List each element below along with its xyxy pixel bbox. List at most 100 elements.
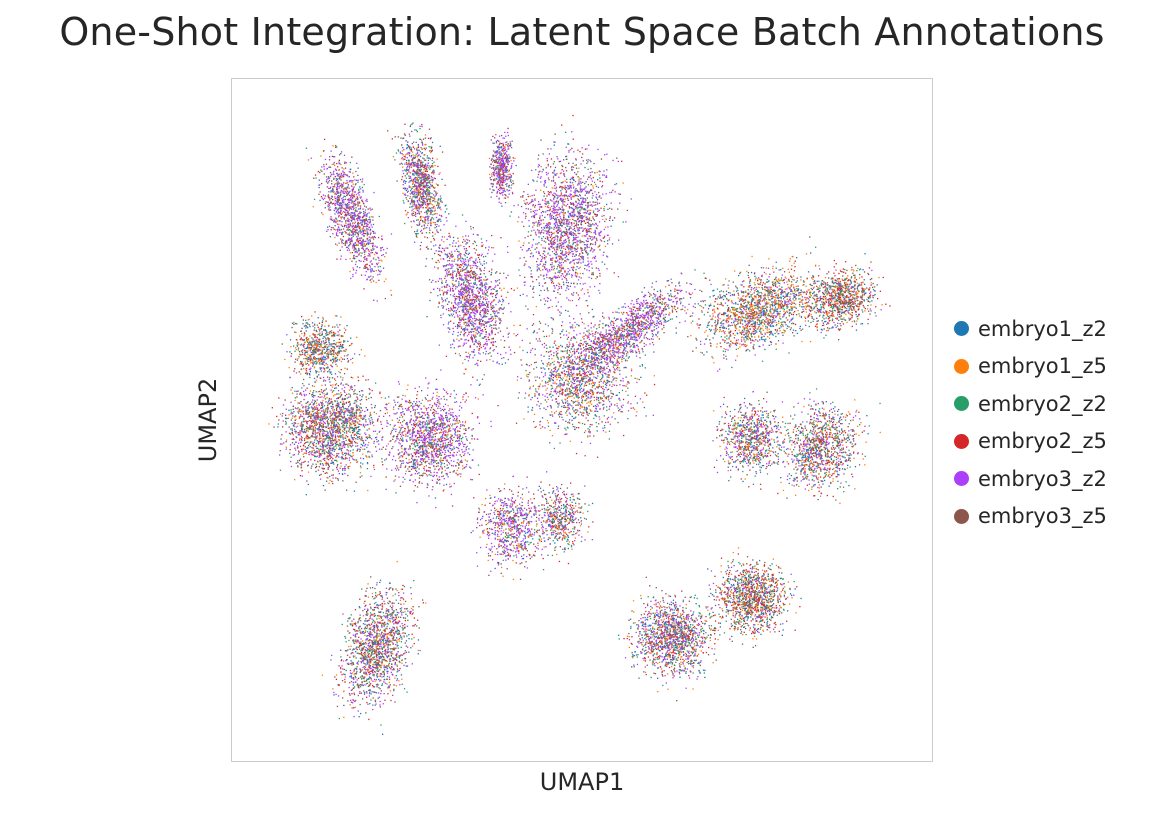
data-point xyxy=(553,342,555,344)
data-point xyxy=(346,179,348,182)
data-point xyxy=(561,250,564,252)
data-point xyxy=(608,350,610,352)
data-point xyxy=(558,219,560,221)
data-point xyxy=(552,382,554,384)
data-point xyxy=(408,146,410,148)
data-point xyxy=(576,373,578,375)
data-point xyxy=(634,377,636,379)
data-point xyxy=(411,209,413,212)
data-point xyxy=(587,230,589,232)
data-point xyxy=(574,417,576,419)
data-point xyxy=(568,229,570,231)
data-point xyxy=(429,203,431,205)
data-point xyxy=(416,152,419,155)
data-point xyxy=(318,184,320,186)
data-point xyxy=(338,175,340,177)
data-point xyxy=(347,220,349,222)
data-point xyxy=(566,387,568,389)
data-point xyxy=(368,242,370,244)
data-point xyxy=(333,161,335,164)
data-point xyxy=(376,264,378,266)
data-point xyxy=(418,199,420,201)
data-point xyxy=(334,200,336,202)
data-point xyxy=(573,366,575,368)
data-point xyxy=(407,141,409,143)
data-point xyxy=(429,200,431,202)
data-point xyxy=(369,239,371,241)
data-point xyxy=(373,236,376,238)
data-point xyxy=(508,184,511,187)
data-point xyxy=(607,398,610,400)
data-point xyxy=(364,209,367,211)
data-point xyxy=(601,397,603,399)
data-point xyxy=(416,219,418,221)
data-point xyxy=(587,190,589,193)
data-point xyxy=(336,187,338,189)
data-point xyxy=(354,222,356,225)
data-point xyxy=(336,186,339,188)
data-point xyxy=(595,331,597,333)
data-point xyxy=(624,366,626,368)
data-point xyxy=(387,130,389,132)
data-point xyxy=(402,172,405,175)
data-point xyxy=(560,229,562,231)
data-point xyxy=(567,336,570,338)
data-point xyxy=(437,220,439,223)
data-point xyxy=(568,394,570,396)
data-point xyxy=(354,221,356,223)
data-point xyxy=(568,378,571,380)
data-point xyxy=(553,412,556,414)
data-point xyxy=(424,179,426,181)
data-point xyxy=(358,226,360,228)
data-point xyxy=(498,174,500,176)
data-point xyxy=(502,170,504,172)
data-point xyxy=(518,392,520,394)
data-point xyxy=(426,188,428,190)
data-point xyxy=(579,422,581,424)
data-point xyxy=(423,224,425,226)
data-point xyxy=(343,201,345,203)
data-point xyxy=(581,390,583,392)
data-point xyxy=(352,183,354,185)
data-point xyxy=(492,183,494,185)
data-point xyxy=(502,137,504,139)
data-point xyxy=(589,397,592,399)
data-point xyxy=(437,199,439,201)
data-point xyxy=(580,241,582,243)
data-point xyxy=(607,362,609,364)
data-point xyxy=(416,189,419,192)
data-point xyxy=(535,251,538,253)
data-point xyxy=(581,362,583,364)
data-point xyxy=(334,193,336,195)
data-point xyxy=(343,191,345,193)
data-point xyxy=(504,202,507,204)
data-point xyxy=(346,209,348,212)
data-point xyxy=(583,323,585,325)
data-point xyxy=(557,361,559,363)
data-point xyxy=(570,187,572,189)
data-point xyxy=(572,394,574,396)
data-point xyxy=(433,210,436,212)
data-point xyxy=(340,193,342,195)
data-point xyxy=(600,397,603,399)
data-point xyxy=(402,137,405,139)
data-point xyxy=(504,170,506,172)
data-point xyxy=(603,357,605,359)
data-point xyxy=(574,224,576,227)
data-point xyxy=(337,208,340,210)
data-point xyxy=(546,210,548,212)
data-point xyxy=(423,228,425,230)
data-point xyxy=(502,155,504,157)
data-point xyxy=(334,213,336,215)
data-point xyxy=(596,199,599,201)
data-point xyxy=(372,242,374,244)
data-point xyxy=(366,263,368,265)
data-point xyxy=(325,201,327,203)
data-point xyxy=(565,205,567,207)
data-point xyxy=(340,255,342,257)
data-point xyxy=(438,214,441,216)
data-point xyxy=(353,207,355,209)
data-point xyxy=(499,167,501,169)
data-point xyxy=(586,335,588,337)
data-point xyxy=(354,202,356,205)
